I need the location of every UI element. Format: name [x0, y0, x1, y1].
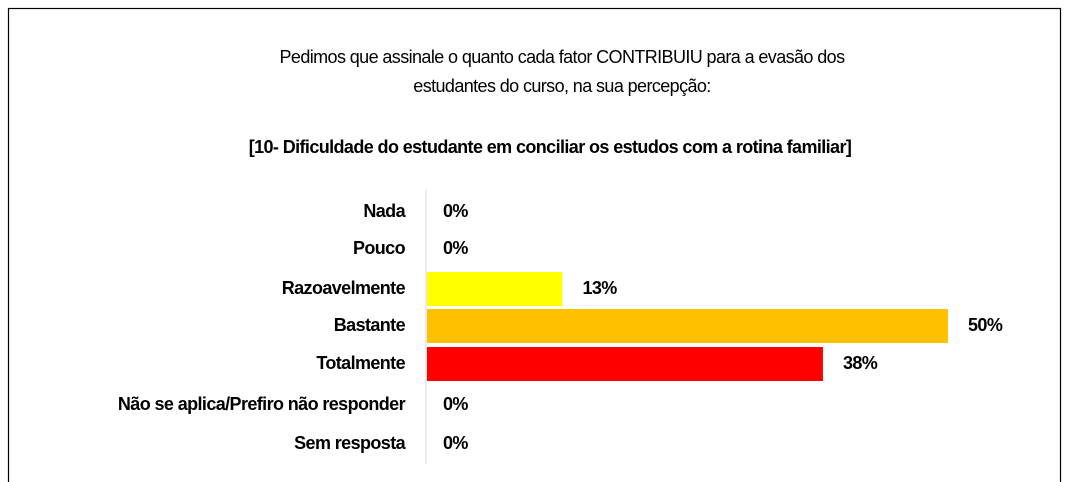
value-label: 0% [443, 433, 468, 453]
value-label: 13% [582, 278, 617, 298]
category-label: Nada [363, 201, 406, 221]
bar [427, 347, 823, 381]
category-label: Totalmente [316, 353, 405, 373]
chart-subtitle: [10- Dificuldade do estudante em concili… [249, 137, 852, 157]
category-label: Não se aplica/Prefiro não responder [118, 394, 406, 414]
category-label: Razoavelmente [282, 278, 406, 298]
category-label: Pouco [353, 238, 406, 258]
chart-frame [7, 7, 1062, 482]
bar [427, 272, 563, 306]
value-label: 50% [968, 315, 1003, 335]
value-label: 0% [443, 201, 468, 221]
category-label: Bastante [334, 315, 406, 335]
bar [427, 309, 948, 343]
value-label: 0% [443, 238, 468, 258]
chart-title: Pedimos que assinale o quanto cada fator… [280, 47, 846, 67]
value-label: 38% [843, 353, 878, 373]
category-label: Sem resposta [294, 433, 406, 453]
chart-title: estudantes do curso, na sua percepção: [413, 76, 710, 96]
value-label: 0% [443, 394, 468, 414]
